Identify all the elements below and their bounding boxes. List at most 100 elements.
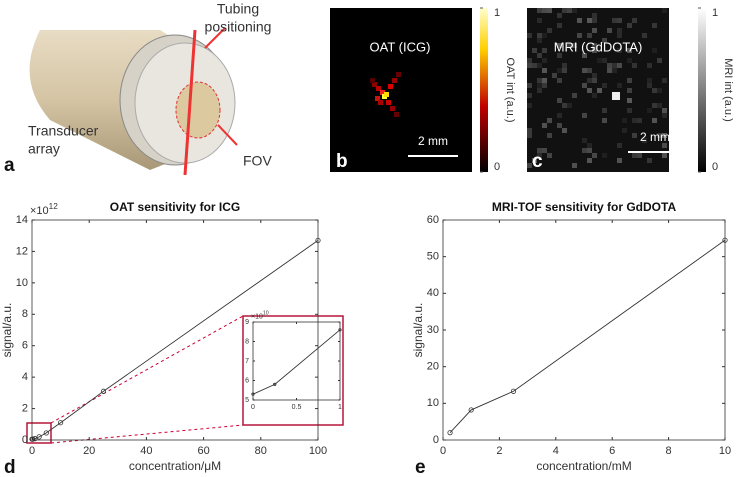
x-tick-label: 6 [609, 445, 615, 457]
data-point [100, 388, 107, 394]
pixel [662, 153, 667, 158]
pixel [557, 78, 562, 83]
pixel [587, 68, 592, 73]
pixel [547, 28, 552, 33]
panel-letter: d [4, 457, 16, 477]
x-tick-label: 10 [719, 445, 731, 457]
y-exponent: ×1012 [30, 202, 58, 217]
data-point [251, 392, 255, 396]
pixel [542, 33, 547, 38]
data-point [43, 430, 49, 436]
pixel [602, 83, 607, 88]
pixel [557, 13, 562, 18]
pixel [647, 83, 652, 88]
scale-bar-label: 2 mm [640, 130, 670, 144]
image-title: OAT (ICG) [370, 39, 431, 54]
pixel [542, 48, 547, 53]
pixel [657, 133, 662, 138]
pixel [602, 118, 607, 123]
pixel [557, 43, 562, 48]
x-axis-label: concentration/μM [129, 459, 221, 473]
pixel [662, 78, 667, 83]
x-tick-label: 40 [140, 445, 152, 457]
pixel [562, 68, 567, 73]
y-axis-label: signal/a.u. [411, 303, 425, 358]
pixel [652, 118, 657, 123]
pixel [527, 93, 532, 98]
axes-box [252, 321, 341, 401]
data-point [468, 407, 474, 413]
scale-bar-label: 2 mm [418, 134, 448, 148]
y-tick-label: 50 [427, 251, 439, 263]
y-tick-label: 0 [433, 434, 439, 446]
pixel [542, 78, 547, 83]
y-tick-label: 7 [245, 358, 249, 365]
pixel [582, 113, 587, 118]
y-tick-label: 5 [245, 397, 249, 404]
pixel [607, 63, 612, 68]
pixel [657, 58, 662, 63]
annotation: Tubing [217, 1, 259, 17]
pixel [532, 158, 537, 163]
pixel [627, 48, 632, 53]
pixel [617, 18, 622, 23]
pixel [542, 8, 547, 13]
pixel [532, 63, 537, 68]
data-point [36, 434, 42, 440]
pixel [592, 73, 597, 78]
pixel [537, 78, 542, 83]
mri-noise [527, 8, 667, 168]
zoom-line [50, 315, 244, 424]
pixel [396, 72, 401, 77]
pixel [527, 133, 532, 138]
pixel [587, 158, 592, 163]
pixel [567, 43, 572, 48]
x-tick-label: 100 [309, 445, 327, 457]
pixel [537, 153, 542, 158]
pixel [562, 8, 567, 13]
pixel [537, 8, 542, 13]
pixel [567, 8, 572, 13]
colorbar-tick-label: 0 [712, 161, 718, 173]
pixel [627, 98, 632, 103]
pixel [642, 138, 647, 143]
pixel [652, 103, 657, 108]
pixel [557, 53, 562, 58]
y-tick-label: 30 [427, 324, 439, 336]
pixel [547, 153, 552, 158]
pixel [562, 103, 567, 108]
pixel [582, 148, 587, 153]
pixel [572, 163, 577, 168]
pixel [370, 78, 375, 83]
pixel [617, 33, 622, 38]
annotation: positioning [205, 19, 272, 35]
pixel [542, 83, 547, 88]
x-tick-label: 2 [496, 445, 502, 457]
x-axis-label: concentration/mM [536, 459, 631, 473]
pixel [632, 18, 637, 23]
pixel [562, 63, 567, 68]
colorbar [480, 8, 488, 172]
pixel [375, 96, 380, 101]
pixel [617, 143, 622, 148]
pixel [592, 93, 597, 98]
y-tick-label: 12 [16, 245, 28, 257]
pixel [602, 108, 607, 113]
pixel [627, 108, 632, 113]
pixel [652, 48, 657, 53]
y-tick-label: 0 [22, 434, 28, 446]
x-tick-label: 60 [197, 445, 209, 457]
pixel [617, 48, 622, 53]
pixel [582, 138, 587, 143]
pixel [527, 103, 532, 108]
pixel [617, 83, 622, 88]
pixel [567, 103, 572, 108]
pixel [378, 100, 383, 105]
y-tick-label: 10 [427, 397, 439, 409]
axes-box [442, 219, 726, 441]
pixel [592, 78, 597, 83]
pixel [602, 153, 607, 158]
y-tick-label: 6 [245, 377, 249, 384]
pixel [652, 23, 657, 28]
